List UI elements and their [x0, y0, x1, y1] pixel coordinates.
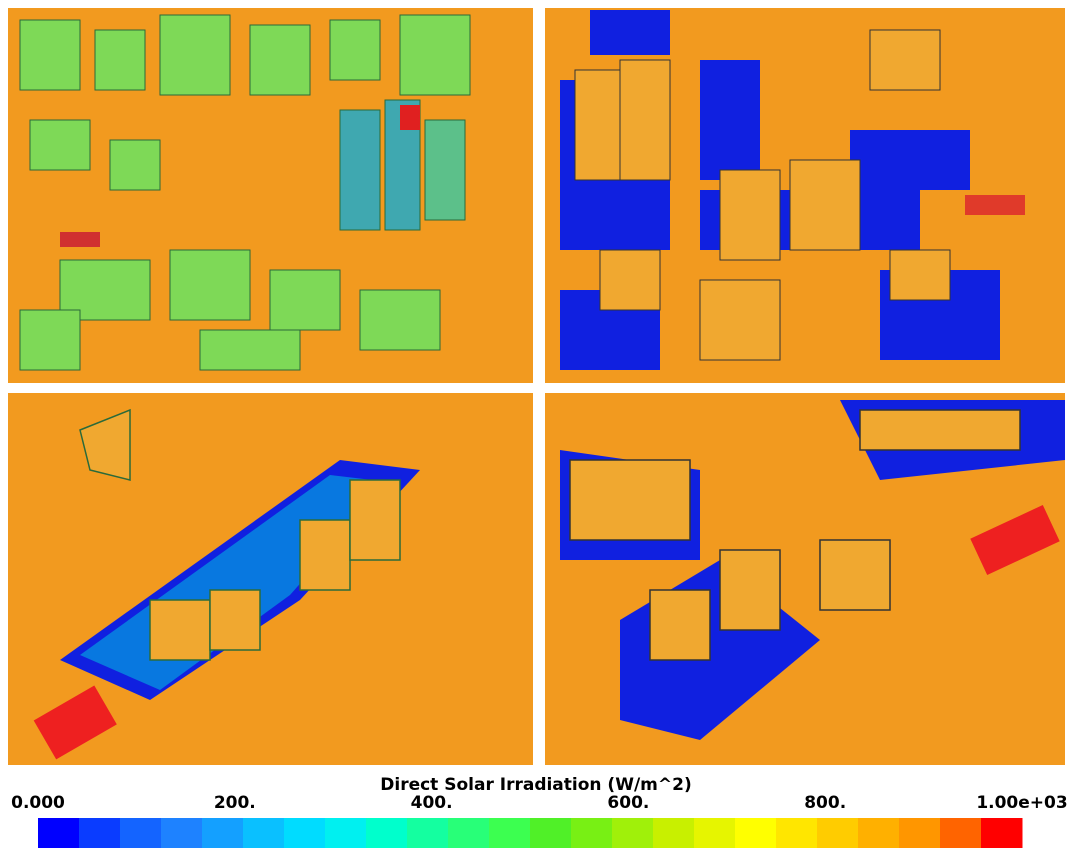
render-panel [8, 8, 533, 383]
render-panel [545, 393, 1065, 765]
colorbar-segment [120, 818, 162, 848]
colorbar-segment [161, 818, 203, 848]
colorbar-segment [366, 818, 408, 848]
colorbar-tick-label: 200. [214, 793, 256, 813]
colorbar-segment [243, 818, 285, 848]
figure: Direct Solar Irradiation (W/m^2) 0.000 20… [0, 0, 1072, 849]
colorbar-segment [776, 818, 818, 848]
colorbar-segment [202, 818, 244, 848]
colorbar-tick-label: 1.00e+03 [976, 793, 1067, 813]
colorbar-segment [284, 818, 326, 848]
render-panel [545, 8, 1065, 383]
colorbar-tick-label: 0.000 [11, 793, 65, 813]
colorbar-segment [79, 818, 121, 848]
colorbar-segment [407, 818, 449, 848]
colorbar-segment [940, 818, 982, 848]
colorbar-tick-label: 800. [804, 793, 846, 813]
colorbar-segment [981, 818, 1023, 848]
colorbar-segment [530, 818, 572, 848]
colorbar-segment [489, 818, 531, 848]
colorbar-segment [38, 818, 80, 848]
colorbar-segment [653, 818, 695, 848]
colorbar-segment [858, 818, 900, 848]
colorbar-segment [571, 818, 613, 848]
colorbar-segment [612, 818, 654, 848]
colorbar-tick-label: 400. [411, 793, 453, 813]
colorbar-segment [735, 818, 777, 848]
colorbar-segment [817, 818, 859, 848]
colorbar-title: Direct Solar Irradiation (W/m^2) [380, 775, 691, 795]
colorbar-segment [448, 818, 490, 848]
colorbar-segment [325, 818, 367, 848]
colorbar-tick-label: 600. [607, 793, 649, 813]
colorbar-segment [899, 818, 941, 848]
colorbar-segment [694, 818, 736, 848]
render-panel [8, 393, 533, 765]
